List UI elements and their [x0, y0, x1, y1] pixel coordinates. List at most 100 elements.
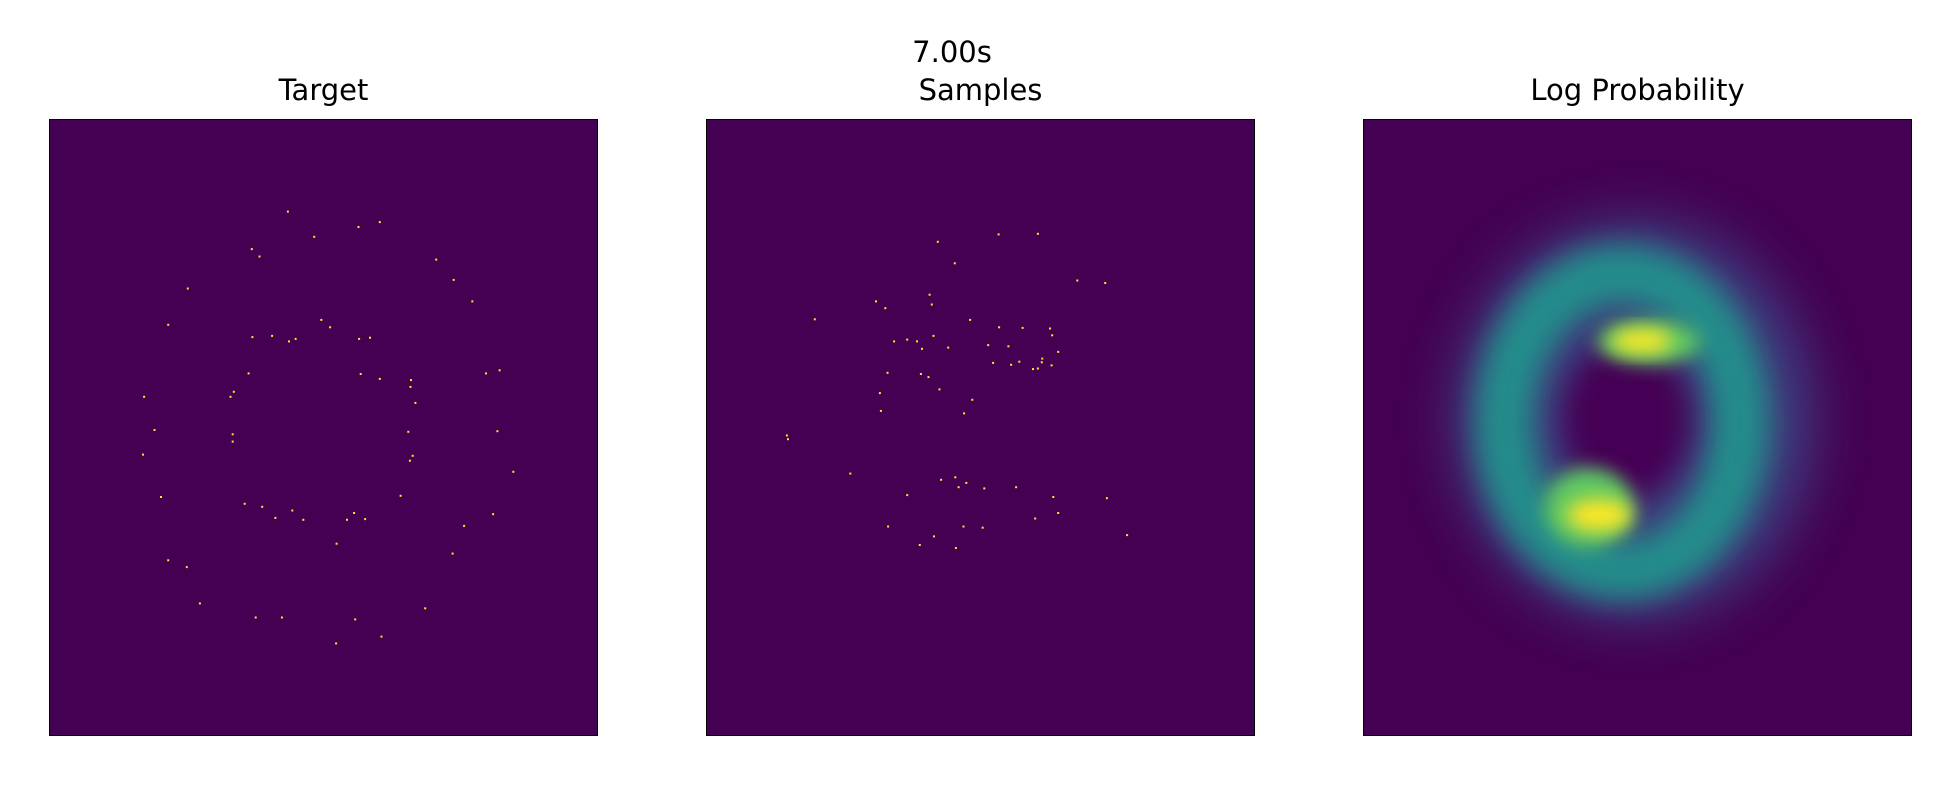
sample-point	[992, 361, 995, 364]
target-point	[414, 401, 417, 404]
target-point	[369, 336, 371, 339]
sample-point	[971, 398, 974, 401]
target-point	[143, 395, 146, 398]
target-point	[435, 258, 438, 261]
sample-point	[981, 526, 984, 529]
target-point	[231, 433, 234, 436]
sample-point	[928, 293, 931, 296]
target-point	[407, 430, 410, 433]
target-point	[291, 509, 294, 512]
target-point	[153, 429, 156, 431]
sample-point	[1126, 534, 1129, 537]
target-point	[452, 278, 455, 281]
target-point	[247, 372, 250, 375]
target-point	[357, 226, 360, 228]
sample-point	[886, 371, 889, 374]
target-point	[498, 369, 501, 372]
target-point	[229, 395, 232, 398]
target-point	[320, 318, 323, 321]
target-point	[471, 300, 474, 303]
sample-point	[932, 334, 935, 337]
sample-point	[1050, 364, 1053, 367]
sample-point	[962, 525, 965, 528]
sample-point	[916, 340, 918, 343]
target-point	[288, 340, 290, 343]
axes-log-probability	[1363, 119, 1912, 736]
sample-point	[878, 392, 881, 395]
target-point	[313, 235, 316, 238]
sample-point	[906, 338, 909, 341]
sample-point	[940, 478, 943, 481]
target-point	[411, 454, 414, 457]
sample-point	[1057, 512, 1060, 514]
target-point	[335, 542, 338, 545]
sample-point	[893, 340, 896, 343]
suptitle-text: 7.00s	[912, 35, 992, 69]
target-point	[346, 518, 348, 521]
sample-point	[1041, 357, 1044, 360]
sample-point	[1010, 363, 1013, 366]
sample-point	[918, 544, 921, 546]
target-scatter-plot	[142, 210, 515, 645]
target-point	[286, 210, 289, 213]
sample-point	[884, 307, 887, 310]
sample-point	[1052, 496, 1055, 498]
sample-point	[879, 409, 882, 412]
sample-point	[947, 346, 950, 349]
sample-point	[1036, 367, 1039, 370]
target-point	[380, 635, 383, 638]
panel-title-target: Target	[278, 73, 369, 107]
target-point	[250, 248, 253, 251]
target-point	[280, 616, 283, 619]
target-point	[274, 516, 277, 519]
heatmap-density	[1454, 220, 1814, 620]
target-point	[231, 440, 234, 443]
target-point	[424, 607, 427, 610]
log-probability-heatmap	[1454, 220, 1814, 620]
sample-point	[965, 481, 968, 484]
target-point	[359, 373, 362, 375]
target-point	[329, 326, 332, 329]
target-point	[512, 470, 515, 473]
sample-point	[785, 434, 788, 437]
sample-point	[987, 344, 990, 347]
sample-point	[938, 388, 941, 391]
target-point	[185, 566, 188, 569]
target-point	[378, 377, 381, 380]
sample-point	[927, 376, 930, 379]
sample-point	[1040, 361, 1043, 364]
target-point	[496, 430, 499, 433]
sample-point	[936, 240, 939, 243]
sample-point	[1032, 368, 1034, 371]
target-point	[160, 496, 162, 498]
target-point	[358, 337, 361, 340]
sample-point	[1036, 232, 1039, 235]
sample-point	[983, 487, 986, 490]
sample-point	[887, 525, 890, 528]
sample-point	[1105, 497, 1108, 500]
target-point	[451, 552, 454, 555]
sample-point	[963, 412, 966, 415]
axes-target	[49, 119, 598, 736]
target-point	[198, 602, 201, 605]
target-point	[410, 379, 412, 382]
target-point	[261, 505, 264, 508]
sample-point	[969, 318, 972, 321]
target-point	[354, 618, 357, 621]
target-point	[353, 512, 356, 514]
target-point	[243, 502, 246, 505]
target-point	[485, 372, 487, 375]
sample-point	[787, 438, 789, 441]
sample-point	[954, 547, 957, 549]
sample-point	[849, 472, 852, 475]
sample-point	[957, 486, 960, 489]
sample-point	[1015, 486, 1018, 489]
panel-title-samples: Samples	[918, 73, 1043, 107]
sample-point	[953, 262, 956, 265]
sample-point	[906, 494, 909, 497]
target-point	[378, 221, 381, 224]
samples-scatter-plot	[785, 232, 1129, 549]
target-point	[302, 518, 305, 521]
target-point	[492, 513, 495, 516]
target-point	[258, 255, 261, 258]
